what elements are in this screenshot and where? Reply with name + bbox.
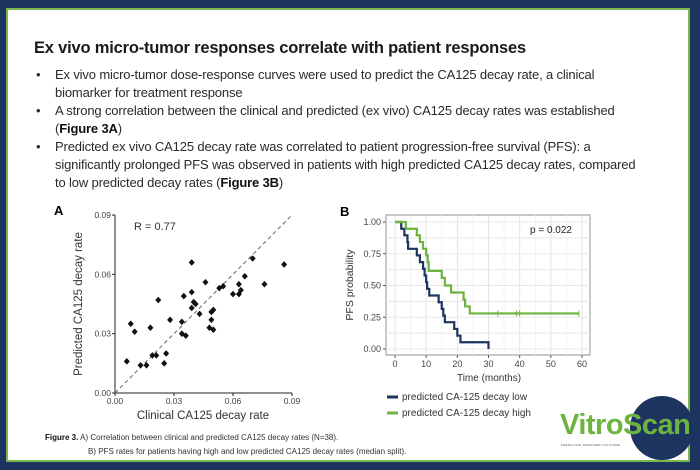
x-axis-label: Time (months) <box>457 373 521 384</box>
km-marks: 0 10 20 30 40 50 60 0.00 0.25 0.50 0.75 1.00 <box>363 214 591 369</box>
vitroscan-logo: VitroScan <box>560 409 691 441</box>
data-point <box>131 328 138 335</box>
figure-ref: Figure 3B <box>220 175 279 190</box>
panel-label-b: B <box>340 204 349 219</box>
data-point <box>149 352 156 359</box>
caption-line-2: B) PFS rates for patients having high an… <box>88 447 407 456</box>
section-title: Ex vivo micro-tumor responses correlate … <box>34 39 526 57</box>
km-curve-low <box>395 220 490 349</box>
data-point <box>220 282 227 290</box>
data-point <box>161 360 168 367</box>
legend: predicted CA-125 decay low predicted CA-… <box>387 392 531 419</box>
x-tick-label: 0.09 <box>284 396 301 406</box>
data-point <box>196 310 203 318</box>
data-point <box>208 316 215 324</box>
data-point <box>163 350 170 357</box>
data-point <box>147 324 154 332</box>
caption-line-1: A) Correlation between clinical and pred… <box>78 433 339 442</box>
bullet-text: A strong correlation between the clinica… <box>55 103 615 136</box>
data-point <box>123 358 130 365</box>
correlation-annotation: R = 0.77 <box>134 221 176 233</box>
y-axis-label: Predicted CA125 decay rate <box>73 232 85 376</box>
data-point <box>178 318 185 326</box>
data-point <box>261 280 268 288</box>
data-point <box>182 332 189 339</box>
x-tick-label: 50 <box>546 359 556 369</box>
data-point <box>237 286 244 294</box>
data-point <box>230 290 236 298</box>
y-tick-label: 0.75 <box>363 249 381 259</box>
data-point <box>127 320 134 328</box>
data-point <box>241 273 248 280</box>
x-axis-label: Clinical CA125 decay rate <box>137 410 269 422</box>
scatter-marks: 0.00 0.03 0.06 0.09 0.00 0.03 0.06 0.09 <box>94 210 300 406</box>
bullet-item: Predicted ex vivo CA125 decay rate was c… <box>36 138 646 192</box>
y-axis-label: PFS probability <box>344 249 356 321</box>
bullet-item: Ex vivo micro-tumor dose-response curves… <box>36 66 646 102</box>
logo-tagline: PREDICTING TREATMENT OUTCOME <box>561 443 621 447</box>
y-tick-label: 0.03 <box>94 329 111 339</box>
legend-label-low: predicted CA-125 decay low <box>402 392 528 403</box>
data-point <box>235 290 242 298</box>
x-tick-label: 20 <box>452 359 462 369</box>
data-point <box>167 316 174 324</box>
bullet-text-end: ) <box>278 175 284 190</box>
y-tick-label: 0.00 <box>94 388 111 398</box>
data-point <box>137 362 144 369</box>
data-point <box>188 304 195 312</box>
data-point <box>143 362 150 369</box>
x-tick-label: 30 <box>483 359 493 369</box>
y-tick-label: 0.50 <box>363 281 381 291</box>
bullet-item: A strong correlation between the clinica… <box>36 102 646 138</box>
caption-label: Figure 3. <box>45 433 79 442</box>
data-point <box>210 306 217 314</box>
bullet-list: Ex vivo micro-tumor dose-response curves… <box>36 66 646 192</box>
data-point <box>180 292 187 300</box>
x-tick-label: 10 <box>421 359 431 369</box>
x-tick-label: 40 <box>515 359 525 369</box>
x-tick-label: 0.00 <box>107 396 124 406</box>
figure-caption: Figure 3. A) Correlation between clinica… <box>45 431 406 459</box>
y-tick-label: 0.09 <box>94 210 111 220</box>
data-point <box>202 278 209 286</box>
scatter-chart: 0.00 0.03 0.06 0.09 0.00 0.03 0.06 0.09 A R = 0… <box>54 203 301 422</box>
km-chart: 0 10 20 30 40 50 60 0.00 0.25 0.50 0.75 1.00 B p = … <box>340 204 591 419</box>
data-point <box>281 261 288 268</box>
data-point <box>178 330 185 337</box>
x-tick-label: 0 <box>392 359 397 369</box>
km-curve-high <box>395 220 579 315</box>
data-point <box>155 296 162 304</box>
x-tick-label: 0.03 <box>166 396 183 406</box>
data-point <box>188 259 195 266</box>
data-point <box>210 326 217 334</box>
legend-label-high: predicted CA-125 decay high <box>402 408 531 419</box>
y-tick-label: 0.25 <box>363 312 381 322</box>
x-tick-label: 0.06 <box>225 396 242 406</box>
x-tick-label: 60 <box>577 359 587 369</box>
bullet-text: Ex vivo micro-tumor dose-response curves… <box>55 67 595 100</box>
y-tick-label: 1.00 <box>363 217 381 227</box>
bullet-text-end: ) <box>117 121 122 136</box>
data-point <box>153 352 160 359</box>
y-tick-label: 0.06 <box>94 269 111 279</box>
panel-label-a: A <box>54 203 64 218</box>
bullet-text: Predicted ex vivo CA125 decay rate was c… <box>55 139 636 190</box>
logo-circle <box>630 396 694 460</box>
figure-ref: Figure 3A <box>59 121 118 136</box>
y-tick-label: 0.00 <box>363 344 381 354</box>
data-point <box>249 255 256 262</box>
p-value-annotation: p = 0.022 <box>530 225 572 236</box>
data-point <box>190 298 197 306</box>
data-point <box>235 280 242 288</box>
data-point <box>188 288 195 296</box>
data-point <box>192 300 199 308</box>
